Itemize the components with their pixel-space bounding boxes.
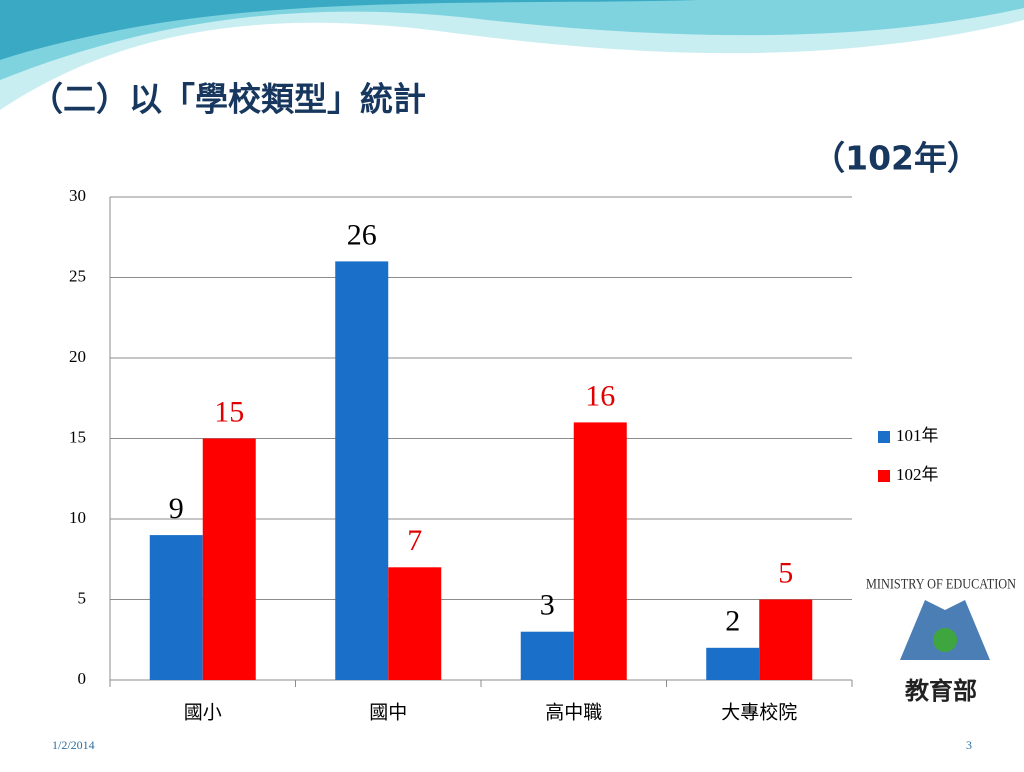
- bar: [573, 422, 627, 680]
- bar: [149, 535, 203, 680]
- bar: [388, 567, 442, 680]
- y-tick-label: 30: [69, 186, 86, 205]
- data-label: 2: [725, 605, 740, 638]
- x-tick-label: 國中: [369, 702, 407, 724]
- legend-swatch: [878, 431, 890, 443]
- logo-name: 教育部: [905, 677, 977, 705]
- y-tick-label: 0: [78, 669, 87, 688]
- data-label: 3: [540, 589, 555, 622]
- x-tick-label: 大專校院: [721, 702, 797, 724]
- footer-date: 1/2/2014: [52, 738, 95, 752]
- legend-label: 101年: [896, 426, 939, 445]
- data-label: 16: [585, 379, 615, 412]
- slide-subtitle: （102年）: [812, 139, 980, 178]
- bar: [759, 599, 813, 680]
- y-tick-label: 5: [78, 588, 87, 607]
- logo-leaf: [933, 628, 957, 652]
- slide-title: （二）以「學校類型」統計: [30, 80, 426, 119]
- legend-swatch: [878, 470, 890, 482]
- data-label: 26: [347, 218, 377, 251]
- y-tick-label: 25: [69, 266, 86, 285]
- bar: [335, 261, 389, 680]
- data-label: 9: [169, 492, 184, 525]
- bar: [520, 631, 574, 680]
- y-tick-label: 15: [69, 427, 86, 446]
- legend-label: 102年: [896, 465, 939, 484]
- logo: MINISTRY OF EDUCATION 教育部: [858, 550, 1024, 725]
- data-label: 7: [407, 524, 422, 557]
- wave-mid: [0, 0, 1024, 80]
- x-tick-label: 高中職: [545, 702, 602, 724]
- bar: [202, 438, 256, 680]
- x-tick-label: 國小: [184, 702, 222, 724]
- logo-text: MINISTRY OF EDUCATION: [866, 576, 1016, 592]
- footer-page: 3: [966, 738, 972, 752]
- data-label: 15: [214, 395, 244, 428]
- bar: [706, 647, 760, 680]
- y-tick-label: 10: [69, 508, 86, 527]
- wave-front: [0, 0, 700, 60]
- y-tick-label: 20: [69, 347, 86, 366]
- data-label: 5: [778, 556, 793, 589]
